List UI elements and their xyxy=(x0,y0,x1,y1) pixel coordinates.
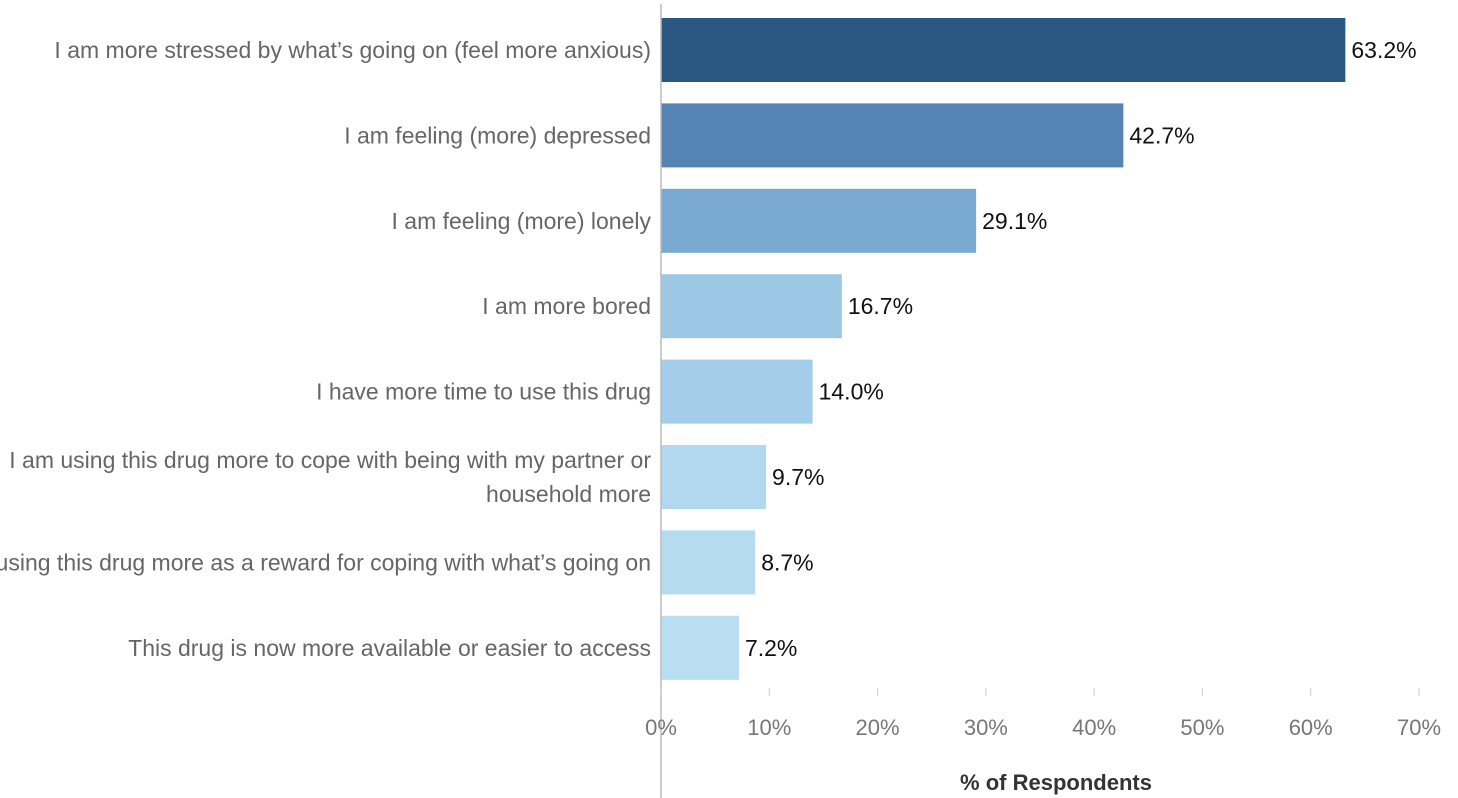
x-tick-label-6: 60% xyxy=(1289,715,1333,740)
category-labels-layer: I am more stressed by what’s going on (f… xyxy=(0,37,651,661)
value-label-7: 8.7% xyxy=(761,549,813,575)
value-label-3: 29.1% xyxy=(982,208,1047,234)
x-tick-label-5: 50% xyxy=(1180,715,1224,740)
value-label-5: 14.0% xyxy=(819,379,884,405)
category-label-3: I am feeling (more) lonely xyxy=(392,208,652,234)
value-label-4: 16.7% xyxy=(848,293,913,319)
bar-4 xyxy=(661,274,842,339)
category-label-4: I am more bored xyxy=(482,293,651,319)
value-label-6: 9.7% xyxy=(772,464,824,490)
category-label-6-line-1: I am using this drug more to cope with b… xyxy=(9,447,651,473)
category-label-8: This drug is now more available or easie… xyxy=(128,635,651,661)
category-label-1: I am more stressed by what’s going on (f… xyxy=(54,37,651,63)
x-tick-label-3: 30% xyxy=(964,715,1008,740)
category-label-5: I have more time to use this drug xyxy=(316,379,651,405)
bar-2 xyxy=(661,103,1124,168)
bar-7 xyxy=(661,530,756,595)
bar-1 xyxy=(661,18,1346,82)
x-tick-label-0: 0% xyxy=(645,715,677,740)
bar-8 xyxy=(661,615,739,680)
category-label-6-line-2: household more xyxy=(486,481,651,507)
value-label-8: 7.2% xyxy=(745,635,797,661)
category-label-2: I am feeling (more) depressed xyxy=(344,122,651,148)
x-tick-label-1: 10% xyxy=(747,715,791,740)
x-axis-title: % of Respondents xyxy=(960,770,1152,795)
value-label-1: 63.2% xyxy=(1351,37,1416,63)
bars-layer xyxy=(661,18,1346,680)
bar-5 xyxy=(661,359,813,424)
bar-6 xyxy=(661,445,767,509)
x-tick-label-2: 20% xyxy=(856,715,900,740)
value-label-2: 42.7% xyxy=(1129,122,1194,148)
bar-3 xyxy=(661,188,977,253)
x-axis-ticks-layer: 0% 10% 20% 30% 40% 50% 60% 70% xyxy=(645,688,1441,740)
x-tick-label-4: 40% xyxy=(1072,715,1116,740)
value-labels-layer: 63.2% 42.7% 29.1% 16.7% 14.0% 9.7% 8.7% 7.2% xyxy=(745,37,1417,661)
x-tick-label-7: 70% xyxy=(1397,715,1441,740)
category-label-7: I am using this drug more as a reward fo… xyxy=(0,549,651,575)
